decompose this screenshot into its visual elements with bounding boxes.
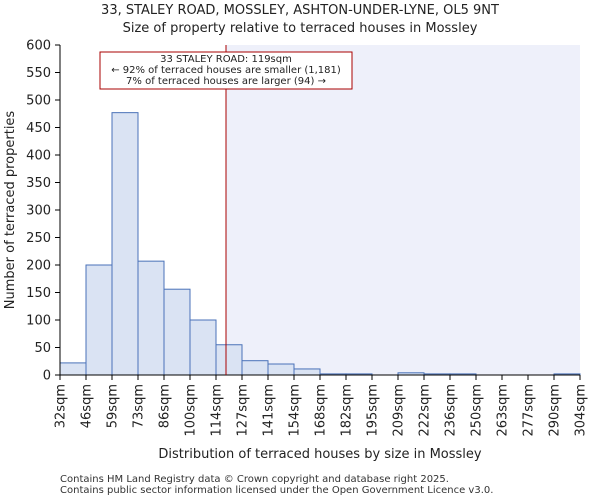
x-tick-label: 209sqm xyxy=(392,384,407,437)
x-tick-label: 46sqm xyxy=(80,384,95,428)
x-tick-label: 86sqm xyxy=(158,384,173,428)
annotation-line: 7% of terraced houses are larger (94) → xyxy=(126,76,326,87)
x-tick-label: 141sqm xyxy=(262,384,277,437)
histogram-bar xyxy=(137,260,165,376)
x-tick-label: 182sqm xyxy=(340,384,355,437)
y-tick-label: 250 xyxy=(26,231,51,246)
y-tick-label: 600 xyxy=(26,39,51,54)
x-tick-label: 114sqm xyxy=(210,384,225,437)
histogram-bar xyxy=(241,360,269,376)
x-tick-label: 32sqm xyxy=(54,384,69,428)
histogram-bar xyxy=(111,112,139,376)
x-tick-label: 236sqm xyxy=(444,384,459,437)
y-tick-label: 550 xyxy=(26,66,51,81)
footer-line-2: Contains public sector information licen… xyxy=(60,485,494,496)
x-tick-label: 222sqm xyxy=(418,384,433,437)
y-tick-label: 450 xyxy=(26,121,51,136)
x-tick-label: 154sqm xyxy=(288,384,303,437)
y-tick-label: 50 xyxy=(34,341,51,356)
x-tick-label: 168sqm xyxy=(314,384,329,437)
x-axis-title: Distribution of terraced houses by size … xyxy=(158,447,482,462)
y-tick-label: 100 xyxy=(26,314,51,329)
x-tick-label: 250sqm xyxy=(470,384,485,437)
histogram-bar xyxy=(267,363,295,376)
x-tick-label: 59sqm xyxy=(106,384,121,428)
y-tick-label: 150 xyxy=(26,286,51,301)
x-tick-label: 73sqm xyxy=(132,384,147,428)
y-tick-label: 350 xyxy=(26,176,51,191)
y-tick-label: 400 xyxy=(26,149,51,164)
histogram-bar xyxy=(215,344,243,376)
chart-subtitle: Size of property relative to terraced ho… xyxy=(122,21,478,36)
histogram-bar xyxy=(85,264,113,376)
chart-title: 33, STALEY ROAD, MOSSLEY, ASHTON-UNDER-L… xyxy=(101,3,499,18)
x-tick-label: 304sqm xyxy=(574,384,589,437)
x-tick-label: 263sqm xyxy=(496,384,511,437)
x-tick-label: 290sqm xyxy=(548,384,563,437)
y-tick-label: 0 xyxy=(43,369,51,384)
histogram-bar xyxy=(189,319,217,376)
histogram-bar xyxy=(163,288,191,376)
footer: Contains HM Land Registry data © Crown c… xyxy=(60,474,493,496)
footer-line-1: Contains HM Land Registry data © Crown c… xyxy=(60,474,449,485)
x-tick-label: 195sqm xyxy=(366,384,381,437)
larger-region-shade xyxy=(226,45,580,375)
y-axis-title: Number of terraced properties xyxy=(3,111,18,310)
x-tick-label: 127sqm xyxy=(236,384,251,437)
y-tick-label: 300 xyxy=(26,204,51,219)
y-tick-label: 500 xyxy=(26,94,51,109)
annotation-line: ← 92% of terraced houses are smaller (1,… xyxy=(111,65,341,76)
annotation-box xyxy=(99,51,353,90)
x-tick-label: 100sqm xyxy=(184,384,199,437)
x-tick-label: 277sqm xyxy=(522,384,537,437)
y-tick-label: 200 xyxy=(26,259,51,274)
annotation-line: 33 STALEY ROAD: 119sqm xyxy=(160,54,292,65)
histogram-bar xyxy=(293,368,321,376)
histogram-bar xyxy=(59,362,87,376)
